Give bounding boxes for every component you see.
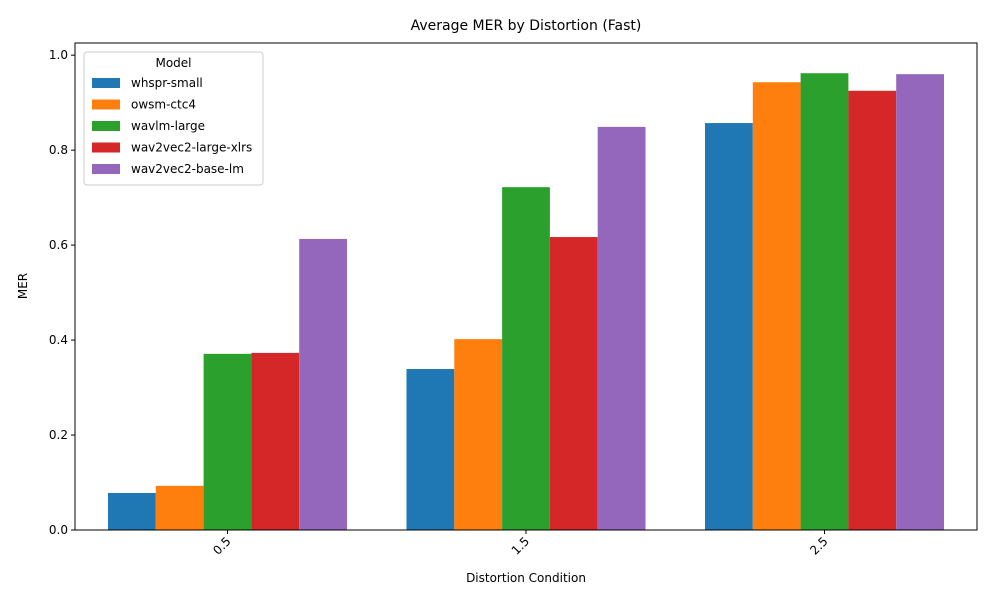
- legend-swatch-whspr-small: [92, 78, 120, 88]
- bar-wav2vec2-large-xlrs-0.5: [251, 352, 300, 530]
- bar-wav2vec2-large-xlrs-2.5: [848, 90, 897, 531]
- legend-label-wav2vec2-base-lm: wav2vec2-base-lm: [131, 162, 244, 176]
- x-tick-label: 2.5: [807, 534, 830, 557]
- legend-swatch-wav2vec2-base-lm: [92, 164, 120, 174]
- y-tick-label: 0.2: [49, 428, 68, 442]
- bar-wavlm-large-2.5: [800, 73, 849, 530]
- chart-title: Average MER by Distortion (Fast): [411, 18, 642, 34]
- bar-owsm-ctc4-0.5: [155, 485, 204, 530]
- y-tick-label: 0.4: [49, 333, 68, 347]
- bar-whspr-small-1.5: [406, 369, 455, 530]
- bar-whspr-small-2.5: [705, 123, 753, 530]
- legend-title: Model: [155, 56, 191, 70]
- bar-wav2vec2-base-lm-0.5: [299, 238, 347, 530]
- x-axis-label: Distortion Condition: [466, 571, 586, 585]
- y-tick-label: 1.0: [49, 48, 68, 62]
- legend-swatch-wavlm-large: [92, 121, 120, 131]
- legend-swatch-owsm-ctc4: [92, 99, 120, 110]
- bar-owsm-ctc4-2.5: [752, 82, 801, 531]
- bars-layer: [108, 73, 944, 531]
- bar-wav2vec2-base-lm-1.5: [597, 126, 646, 531]
- legend-box: [83, 51, 264, 186]
- bar-whspr-small-0.5: [108, 492, 156, 530]
- x-tick-label: 1.5: [509, 534, 532, 557]
- y-tick-label: 0.0: [49, 523, 68, 537]
- bar-wavlm-large-1.5: [502, 187, 550, 531]
- y-axis-label: MER: [16, 273, 30, 299]
- legend-label-wav2vec2-large-xlrs: wav2vec2-large-xlrs: [131, 141, 252, 155]
- x-tick-label: 0.5: [210, 534, 233, 557]
- bar-wav2vec2-base-lm-2.5: [896, 74, 944, 530]
- bar-owsm-ctc4-1.5: [454, 339, 503, 530]
- bar-wavlm-large-0.5: [203, 353, 252, 530]
- y-tick-label: 0.8: [49, 143, 68, 157]
- legend-label-wavlm-large: wavlm-large: [131, 119, 205, 133]
- bar-wav2vec2-large-xlrs-1.5: [549, 237, 598, 531]
- legend-swatch-wav2vec2-large-xlrs: [92, 142, 120, 153]
- legend-label-whspr-small: whspr-small: [131, 76, 203, 90]
- y-tick-label: 0.6: [49, 238, 68, 252]
- legend-label-owsm-ctc4: owsm-ctc4: [131, 98, 196, 112]
- legend: Model whspr-small owsm-ctc4 wavlm-large wav2…: [83, 51, 264, 186]
